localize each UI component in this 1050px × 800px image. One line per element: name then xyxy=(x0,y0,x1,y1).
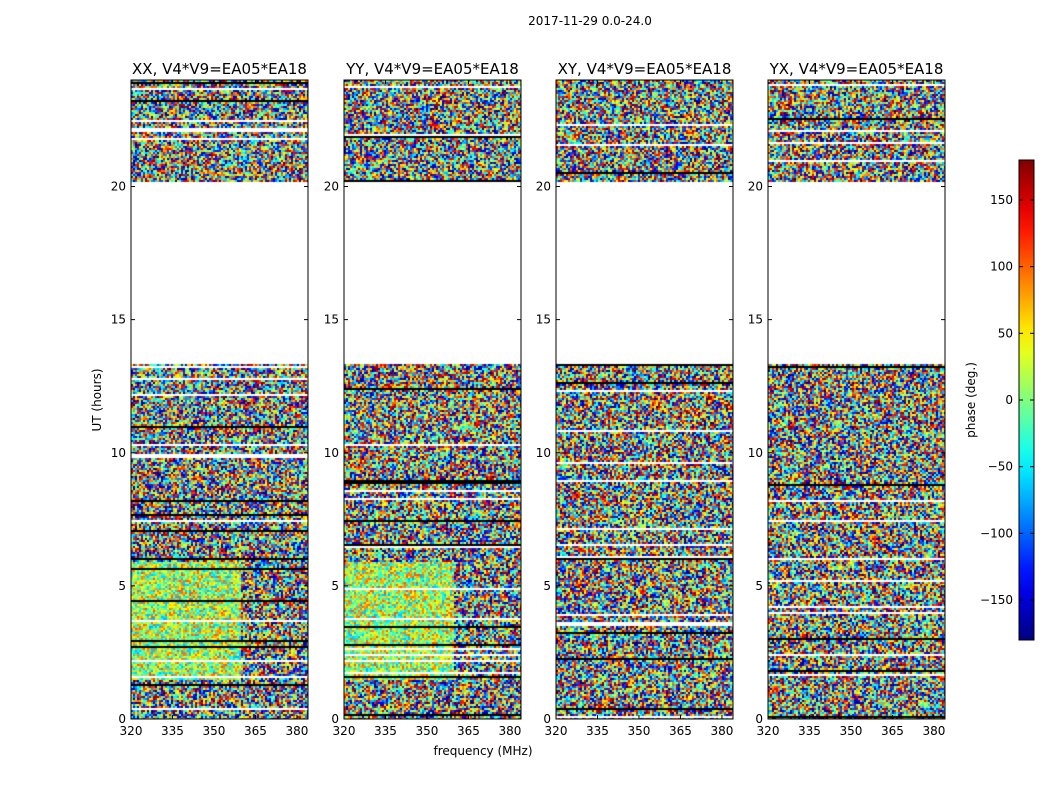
colorbar-tick-label: −50 xyxy=(988,460,1013,474)
panel-2: XY, V4*V9=EA05*EA18 320 335 350 365 380 0 5 10 15… xyxy=(536,60,734,738)
panel-1-ytick-label: 0 xyxy=(331,712,339,726)
panel-0-ytick-label: 10 xyxy=(111,446,126,460)
panel-3-xtick-label: 320 xyxy=(757,724,780,738)
colorbar-tick-label: −100 xyxy=(980,526,1013,540)
panel-3-ytick-label: 20 xyxy=(748,180,763,194)
colorbar-tick-label: 100 xyxy=(990,260,1013,274)
panel-2-ytick-label: 10 xyxy=(536,446,551,460)
panel-3-ytick-label: 10 xyxy=(748,446,763,460)
panel-3-xtick-label: 365 xyxy=(881,724,904,738)
colorbar: −150 −100 −50 0 50 100 150 phase (deg.) xyxy=(964,159,1035,641)
panel-2-title: XY, V4*V9=EA05*EA18 xyxy=(558,60,732,78)
panel-0-xtick-label: 380 xyxy=(285,724,308,738)
panel-2-xtick-label: 365 xyxy=(669,724,692,738)
panel-3-ytick-label: 0 xyxy=(755,712,763,726)
panel-1-heatmap xyxy=(344,80,521,719)
panel-0-ytick-label: 0 xyxy=(118,712,126,726)
panel-3-ytick-label: 5 xyxy=(755,579,763,593)
panel-3-xtick-label: 335 xyxy=(798,724,821,738)
panel-1-xtick-label: 335 xyxy=(374,724,397,738)
panel-0-xtick-label: 365 xyxy=(244,724,267,738)
panel-3-xtick-label: 350 xyxy=(840,724,863,738)
colorbar-tick-label: 150 xyxy=(990,193,1013,207)
panel-1-frame xyxy=(343,79,522,720)
colorbar-tick-label: 50 xyxy=(998,326,1013,340)
panel-3-title: YX, V4*V9=EA05*EA18 xyxy=(769,60,944,78)
panel-1-xtick-label: 365 xyxy=(457,724,480,738)
panel-1-title: YY, V4*V9=EA05*EA18 xyxy=(345,60,519,78)
panel-1-xtick-label: 380 xyxy=(498,724,521,738)
panel-0-ytick-label: 15 xyxy=(111,313,126,327)
y-axis-label: UT (hours) xyxy=(90,368,104,431)
panel-1-ytick-label: 10 xyxy=(324,446,339,460)
colorbar-label: phase (deg.) xyxy=(964,362,978,438)
x-axis-label: frequency (MHz) xyxy=(433,744,532,758)
panel-1-ytick-label: 5 xyxy=(331,579,339,593)
panel-1-ytick-label: 20 xyxy=(324,180,339,194)
panel-0-heatmap xyxy=(131,80,308,719)
panel-3: YX, V4*V9=EA05*EA18 320 335 350 365 380 0 5 10 15… xyxy=(748,60,946,738)
panel-1-ytick-label: 15 xyxy=(324,313,339,327)
panel-2-xtick-label: 350 xyxy=(628,724,651,738)
panel-2-ytick-label: 5 xyxy=(543,579,551,593)
panel-1-xtick-label: 320 xyxy=(333,724,356,738)
panel-0-xtick-label: 320 xyxy=(120,724,143,738)
panel-0-title: XX, V4*V9=EA05*EA18 xyxy=(132,60,307,78)
panel-2-ytick-label: 0 xyxy=(543,712,551,726)
panel-1-xtick-label: 350 xyxy=(416,724,439,738)
panel-2-xtick-label: 335 xyxy=(586,724,609,738)
panel-2-ytick-label: 15 xyxy=(536,313,551,327)
panel-0-xtick-label: 335 xyxy=(161,724,184,738)
panel-0-frame xyxy=(130,79,309,720)
panel-3-ytick-label: 15 xyxy=(748,313,763,327)
panel-2-frame xyxy=(555,79,734,720)
panel-2-xtick-label: 320 xyxy=(545,724,568,738)
panel-3-frame xyxy=(767,79,946,720)
panel-0: XX, V4*V9=EA05*EA18 320 335 350 365 380 0 5 10 15… xyxy=(111,60,309,738)
panel-2-xtick-label: 380 xyxy=(710,724,733,738)
panel-3-xtick-label: 380 xyxy=(922,724,945,738)
panel-2-heatmap xyxy=(556,80,733,719)
colorbar-tick-label: 0 xyxy=(1005,393,1013,407)
colorbar-tick-label: −150 xyxy=(980,593,1013,607)
panel-0-ytick-label: 5 xyxy=(118,579,126,593)
panel-0-ytick-label: 20 xyxy=(111,180,126,194)
panel-0-xtick-label: 350 xyxy=(203,724,226,738)
figure-title: 2017-11-29 0.0-24.0 xyxy=(528,14,652,28)
panel-2-ytick-label: 20 xyxy=(536,180,551,194)
panel-3-heatmap xyxy=(768,80,945,719)
panel-1: YY, V4*V9=EA05*EA18 320 335 350 365 380 0 5 10 15… xyxy=(324,60,522,738)
